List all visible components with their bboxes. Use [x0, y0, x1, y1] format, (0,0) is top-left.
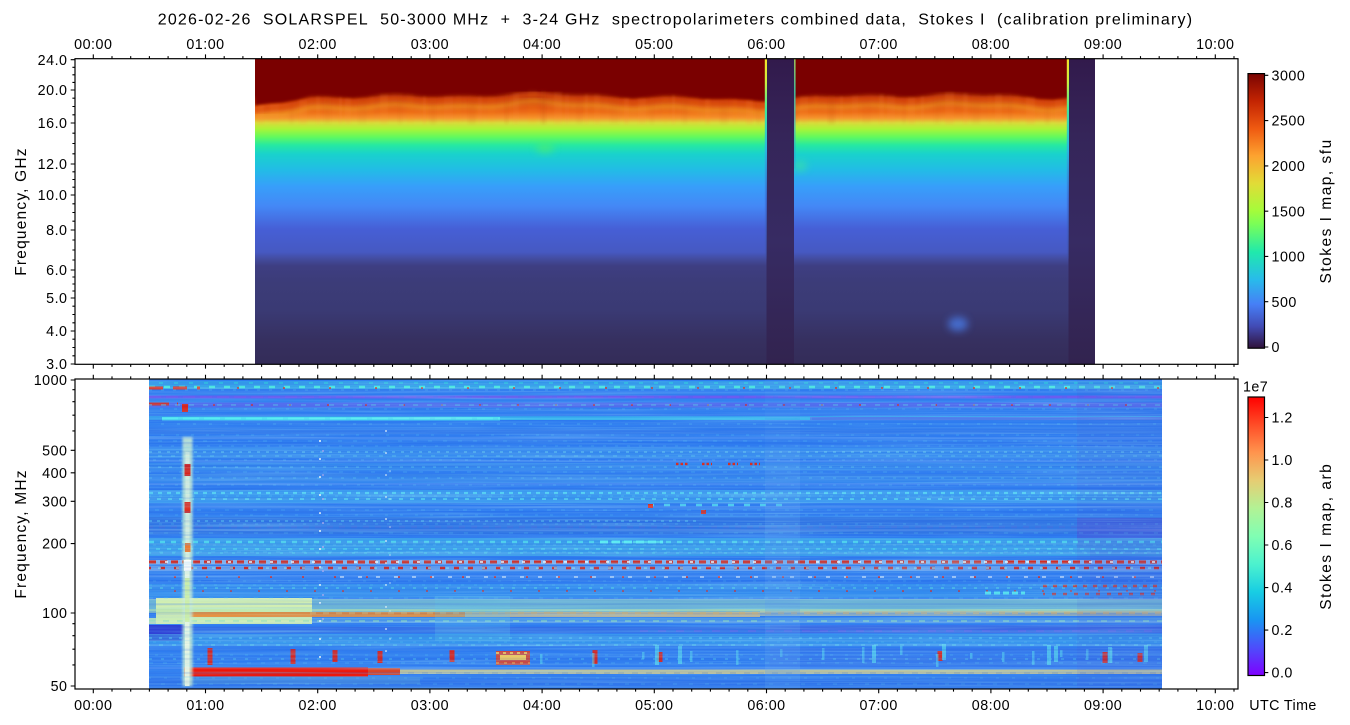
svg-text:Stokes I map, sfu: Stokes I map, sfu	[1318, 138, 1335, 283]
svg-text:2000: 2000	[1272, 159, 1306, 175]
svg-text:5.0: 5.0	[46, 291, 67, 307]
svg-text:16.0: 16.0	[38, 116, 68, 132]
svg-text:Stokes I map, arb: Stokes I map, arb	[1318, 463, 1335, 610]
svg-text:4.0: 4.0	[46, 324, 67, 340]
svg-text:0.0: 0.0	[1272, 666, 1293, 682]
svg-text:06:00: 06:00	[747, 698, 785, 714]
svg-text:02:00: 02:00	[299, 37, 337, 53]
svg-text:1000: 1000	[34, 373, 68, 389]
svg-text:09:00: 09:00	[1084, 698, 1122, 714]
svg-text:24.0: 24.0	[38, 53, 68, 69]
svg-text:04:00: 04:00	[523, 698, 561, 714]
svg-text:1000: 1000	[1272, 250, 1306, 266]
svg-text:06:00: 06:00	[747, 37, 785, 53]
svg-text:3.0: 3.0	[46, 357, 67, 373]
svg-text:Frequency, MHz: Frequency, MHz	[13, 469, 30, 598]
svg-text:08:00: 08:00	[972, 698, 1010, 714]
svg-text:1500: 1500	[1272, 204, 1306, 220]
svg-text:2500: 2500	[1272, 114, 1306, 130]
svg-text:05:00: 05:00	[635, 698, 673, 714]
svg-text:2026-02-26 SOLARSPEL 50-3000: 2026-02-26 SOLARSPEL 50-3000 MHz + 3-24 …	[158, 12, 1194, 29]
svg-text:8.0: 8.0	[46, 223, 67, 239]
svg-text:01:00: 01:00	[186, 698, 224, 714]
svg-text:0.6: 0.6	[1272, 538, 1293, 554]
svg-text:12.0: 12.0	[38, 157, 68, 173]
svg-text:1e7: 1e7	[1243, 380, 1268, 396]
svg-text:6.0: 6.0	[46, 263, 67, 279]
svg-text:03:00: 03:00	[411, 698, 449, 714]
svg-text:3000: 3000	[1272, 68, 1306, 84]
svg-text:500: 500	[42, 443, 67, 459]
svg-text:1.0: 1.0	[1272, 453, 1293, 469]
svg-text:10:00: 10:00	[1196, 37, 1234, 53]
svg-text:100: 100	[42, 606, 67, 622]
svg-text:200: 200	[42, 537, 67, 553]
svg-text:300: 300	[42, 494, 67, 510]
svg-text:Frequency, GHz: Frequency, GHz	[13, 147, 30, 276]
svg-text:0.8: 0.8	[1272, 496, 1293, 512]
svg-text:10:00: 10:00	[1196, 698, 1234, 714]
svg-text:08:00: 08:00	[972, 37, 1010, 53]
svg-text:07:00: 07:00	[860, 37, 898, 53]
svg-text:01:00: 01:00	[186, 37, 224, 53]
svg-text:04:00: 04:00	[523, 37, 561, 53]
svg-text:00:00: 00:00	[74, 37, 112, 53]
svg-text:1.2: 1.2	[1272, 411, 1293, 427]
svg-text:UTC Time: UTC Time	[1249, 698, 1317, 714]
svg-text:03:00: 03:00	[411, 37, 449, 53]
svg-text:05:00: 05:00	[635, 37, 673, 53]
svg-text:50: 50	[51, 679, 68, 695]
svg-text:07:00: 07:00	[860, 698, 898, 714]
svg-text:00:00: 00:00	[74, 698, 112, 714]
svg-text:0.2: 0.2	[1272, 623, 1293, 639]
svg-text:400: 400	[42, 466, 67, 482]
svg-text:0.4: 0.4	[1272, 581, 1293, 597]
svg-text:500: 500	[1272, 295, 1297, 311]
svg-text:20.0: 20.0	[38, 83, 68, 99]
svg-text:0: 0	[1272, 340, 1280, 356]
svg-text:10.0: 10.0	[38, 188, 68, 204]
svg-text:02:00: 02:00	[299, 698, 337, 714]
svg-text:09:00: 09:00	[1084, 37, 1122, 53]
